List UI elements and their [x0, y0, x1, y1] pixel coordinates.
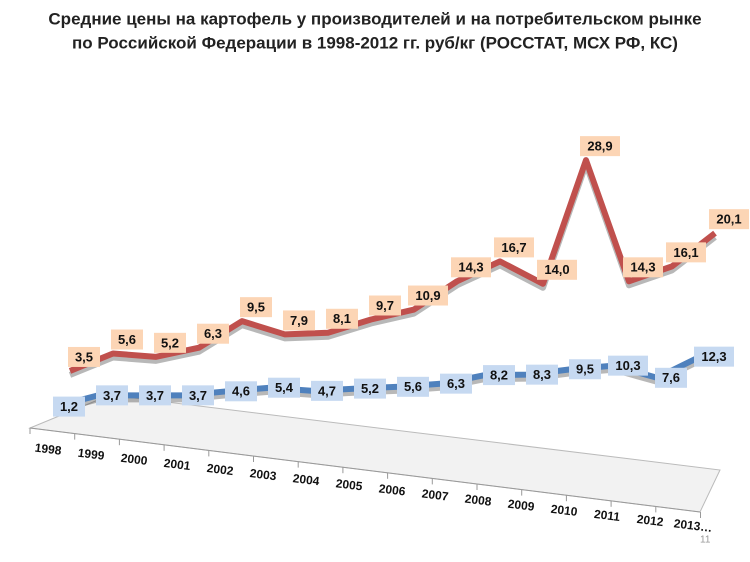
x-tick-label: 2007: [421, 487, 450, 504]
value-label-bg: [408, 285, 448, 306]
value-label: 5,6: [404, 379, 422, 394]
x-tick-label: 2001: [163, 456, 192, 473]
value-label: 4,6: [232, 384, 250, 399]
value-label-bg: [182, 385, 214, 406]
value-label-bg: [526, 364, 558, 385]
value-label-bg: [709, 209, 749, 230]
value-label: 16,7: [501, 240, 526, 255]
x-tick-label: 2006: [378, 481, 407, 498]
value-label: 6,3: [204, 326, 222, 341]
value-label: 14,3: [630, 260, 655, 275]
value-label: 10,3: [615, 358, 640, 373]
value-label: 5,6: [118, 332, 136, 347]
value-label: 20,1: [716, 212, 741, 227]
value-label: 8,2: [490, 368, 508, 383]
x-tick-label: 2008: [464, 492, 493, 509]
value-label: 9,7: [376, 298, 394, 313]
x-tick-label: 2000: [120, 451, 149, 468]
value-label-bg: [111, 329, 143, 350]
value-label: 9,5: [576, 362, 594, 377]
value-label-bg: [694, 346, 734, 367]
value-label-bg: [268, 377, 300, 398]
value-label: 28,9: [587, 139, 612, 154]
x-tick-label: 2012: [636, 512, 665, 529]
value-label-bg: [451, 257, 491, 278]
x-tick-label: 2004: [292, 471, 321, 488]
value-label-bg: [197, 323, 229, 344]
value-label: 3,5: [75, 349, 93, 364]
value-label: 8,3: [533, 367, 551, 382]
value-label-bg: [655, 367, 687, 388]
x-tick-label: 2003: [249, 466, 278, 483]
x-tick-label: 1998: [34, 441, 63, 458]
value-label-bg: [96, 385, 128, 406]
x-tick-label: 1999: [77, 446, 106, 463]
value-label-bg: [537, 259, 577, 280]
value-label-bg: [608, 355, 648, 376]
value-label: 3,7: [103, 388, 121, 403]
x-tick-label: 2011: [593, 507, 621, 524]
value-label: 4,7: [318, 383, 336, 398]
value-label: 7,6: [662, 370, 680, 385]
x-tick-label: 2005: [335, 476, 364, 493]
value-label-bg: [240, 297, 272, 318]
value-label-bg: [53, 396, 85, 417]
value-label-bg: [369, 295, 401, 316]
value-label: 9,5: [247, 300, 265, 315]
x-tick-label: 2010: [550, 502, 579, 519]
value-label: 16,1: [673, 245, 698, 260]
x-tick-label: 2009: [507, 497, 536, 514]
x-tick-label: 2002: [206, 461, 235, 478]
chart-title: по Российской Федерации в 1998-2012 гг. …: [72, 33, 678, 52]
value-label-bg: [483, 365, 515, 386]
value-label: 8,1: [333, 311, 351, 326]
value-label-bg: [569, 359, 601, 380]
value-label-bg: [154, 332, 186, 353]
value-label: 5,2: [161, 335, 179, 350]
x-axis: [29, 427, 701, 513]
value-label: 14,0: [544, 262, 569, 277]
value-label-bg: [580, 136, 620, 157]
value-label-bg: [283, 310, 315, 331]
value-label: 3,7: [146, 388, 164, 403]
value-label-bg: [623, 257, 663, 278]
value-label-bg: [494, 237, 534, 258]
value-label: 5,2: [361, 381, 379, 396]
value-label-bg: [354, 378, 386, 399]
value-label-bg: [139, 385, 171, 406]
page-number: 11: [700, 535, 711, 546]
value-label-bg: [326, 308, 358, 329]
value-label: 14,3: [458, 260, 483, 275]
value-label-bg: [666, 242, 706, 263]
value-label-bg: [68, 346, 100, 367]
value-label: 12,3: [701, 349, 726, 364]
value-label: 5,4: [275, 380, 294, 395]
value-label-bg: [440, 373, 472, 394]
value-label: 6,3: [447, 376, 465, 391]
value-label: 3,7: [189, 388, 207, 403]
value-label: 1,2: [60, 399, 78, 414]
value-label-bg: [397, 376, 429, 397]
x-tick-label: 2013…: [673, 516, 713, 535]
value-label-bg: [311, 380, 343, 401]
value-label-bg: [225, 381, 257, 402]
value-label: 10,9: [415, 288, 440, 303]
chart-title: Средние цены на картофель у производител…: [48, 9, 701, 28]
value-label: 7,9: [290, 313, 308, 328]
